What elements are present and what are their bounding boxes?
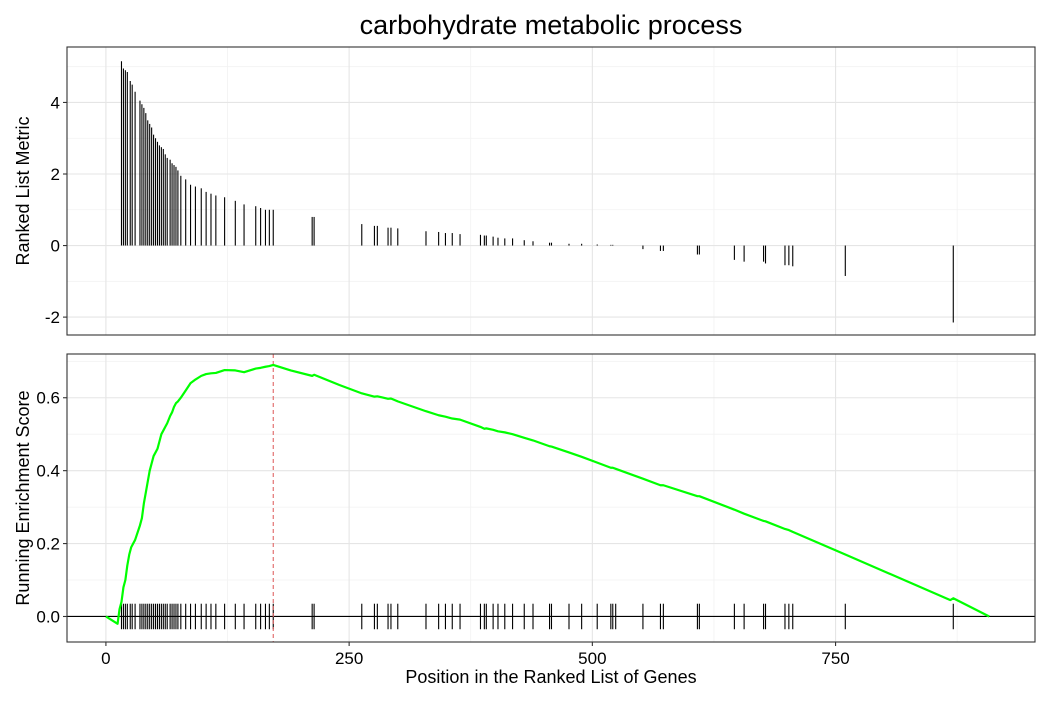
top-y-tick-label: 2: [51, 165, 60, 184]
bottom-y-tick-label: 0.0: [36, 607, 60, 626]
gene-hit-marks: [120, 603, 954, 630]
x-tick-label: 750: [821, 649, 849, 668]
bottom-grid: [67, 354, 1035, 642]
ranked-metric-bars: [120, 61, 954, 323]
x-axis-label: Position in the Ranked List of Genes: [405, 667, 697, 687]
bottom-y-axis-label: Running Enrichment Score: [13, 390, 33, 605]
top-y-tick-label: 0: [51, 237, 60, 256]
bottom-panel-border: [66, 353, 1036, 643]
bottom-y-tick-label: 0.2: [36, 535, 60, 554]
running-enrichment-line: [105, 363, 990, 625]
top-panel-border: [66, 46, 1036, 336]
top-grid: [67, 47, 1035, 335]
top-y-tick-label: -2: [45, 308, 60, 327]
x-tick-label: 250: [335, 649, 363, 668]
x-tick-label: 0: [101, 649, 110, 668]
chart-title: carbohydrate metabolic process: [359, 10, 743, 40]
top-y-tick-label: 4: [51, 93, 60, 112]
top-y-axis-label: Ranked List Metric: [13, 116, 33, 265]
x-tick-label: 500: [578, 649, 606, 668]
bottom-y-tick-label: 0.4: [36, 462, 60, 481]
bottom-y-tick-label: 0.6: [36, 389, 60, 408]
